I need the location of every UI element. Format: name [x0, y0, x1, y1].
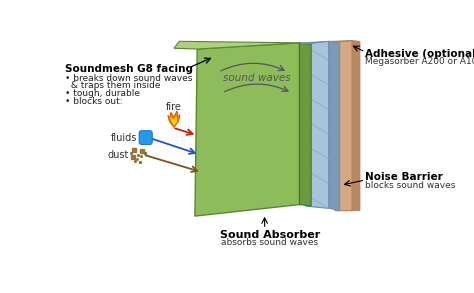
- Polygon shape: [195, 43, 300, 216]
- Text: Noise Barrier: Noise Barrier: [365, 172, 443, 182]
- Polygon shape: [168, 111, 180, 127]
- Text: • blocks out:: • blocks out:: [65, 97, 123, 106]
- Text: absorbs sound waves: absorbs sound waves: [221, 239, 319, 248]
- Polygon shape: [329, 41, 340, 211]
- Polygon shape: [300, 43, 311, 206]
- FancyBboxPatch shape: [139, 131, 152, 144]
- Polygon shape: [174, 41, 300, 49]
- Text: fire: fire: [166, 102, 182, 112]
- Polygon shape: [352, 40, 360, 211]
- Text: Soundmesh G8 facing: Soundmesh G8 facing: [65, 64, 193, 74]
- Text: • breaks down sound waves: • breaks down sound waves: [65, 74, 193, 83]
- Polygon shape: [300, 41, 329, 44]
- Polygon shape: [170, 115, 177, 125]
- Polygon shape: [335, 40, 352, 211]
- Polygon shape: [329, 40, 352, 42]
- Text: Sound Absorber: Sound Absorber: [220, 230, 320, 240]
- Text: Megasorber A200 or A100: Megasorber A200 or A100: [365, 57, 474, 67]
- Polygon shape: [306, 41, 329, 208]
- Text: • tough, durable: • tough, durable: [65, 89, 140, 98]
- Text: dust: dust: [108, 149, 129, 159]
- Text: Adhesive (optional): Adhesive (optional): [365, 49, 474, 59]
- Text: & traps them inside: & traps them inside: [65, 81, 161, 90]
- Text: blocks sound waves: blocks sound waves: [365, 181, 456, 190]
- Text: fluids: fluids: [110, 132, 137, 143]
- Text: sound waves: sound waves: [223, 72, 291, 83]
